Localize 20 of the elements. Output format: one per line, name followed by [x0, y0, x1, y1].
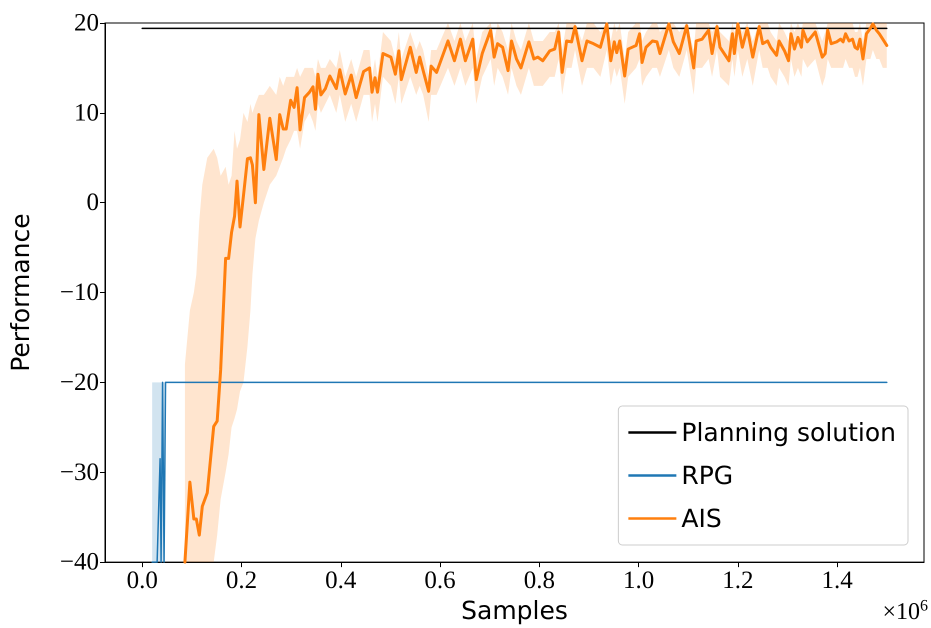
- x-tick-label: 0.0: [126, 567, 158, 594]
- x-tick-label: 1.2: [722, 567, 754, 594]
- y-tick-label: 20: [74, 10, 99, 36]
- y-tick-label: 0: [86, 189, 99, 216]
- x-tick-label: 0.6: [424, 567, 456, 594]
- x-tick-label: 1.4: [822, 567, 854, 594]
- y-tick-label: −40: [60, 548, 99, 576]
- y-tick-label: −20: [60, 368, 99, 396]
- y-tick-label: −30: [60, 458, 99, 486]
- y-tick-label: −10: [60, 279, 99, 306]
- x-tick-label: 1.0: [622, 567, 654, 594]
- x-tick-label: 0.4: [325, 567, 357, 594]
- x-tick-label: 0.2: [226, 567, 258, 594]
- x-axis-title: Samples: [461, 596, 568, 625]
- y-axis-title: Performance: [6, 213, 35, 372]
- legend-label: Planning solution: [681, 418, 896, 447]
- x-tick-label: 0.8: [524, 567, 555, 594]
- y-tick-label: 10: [74, 99, 99, 126]
- legend-label: AIS: [681, 504, 722, 533]
- legend-label: RPG: [681, 461, 734, 490]
